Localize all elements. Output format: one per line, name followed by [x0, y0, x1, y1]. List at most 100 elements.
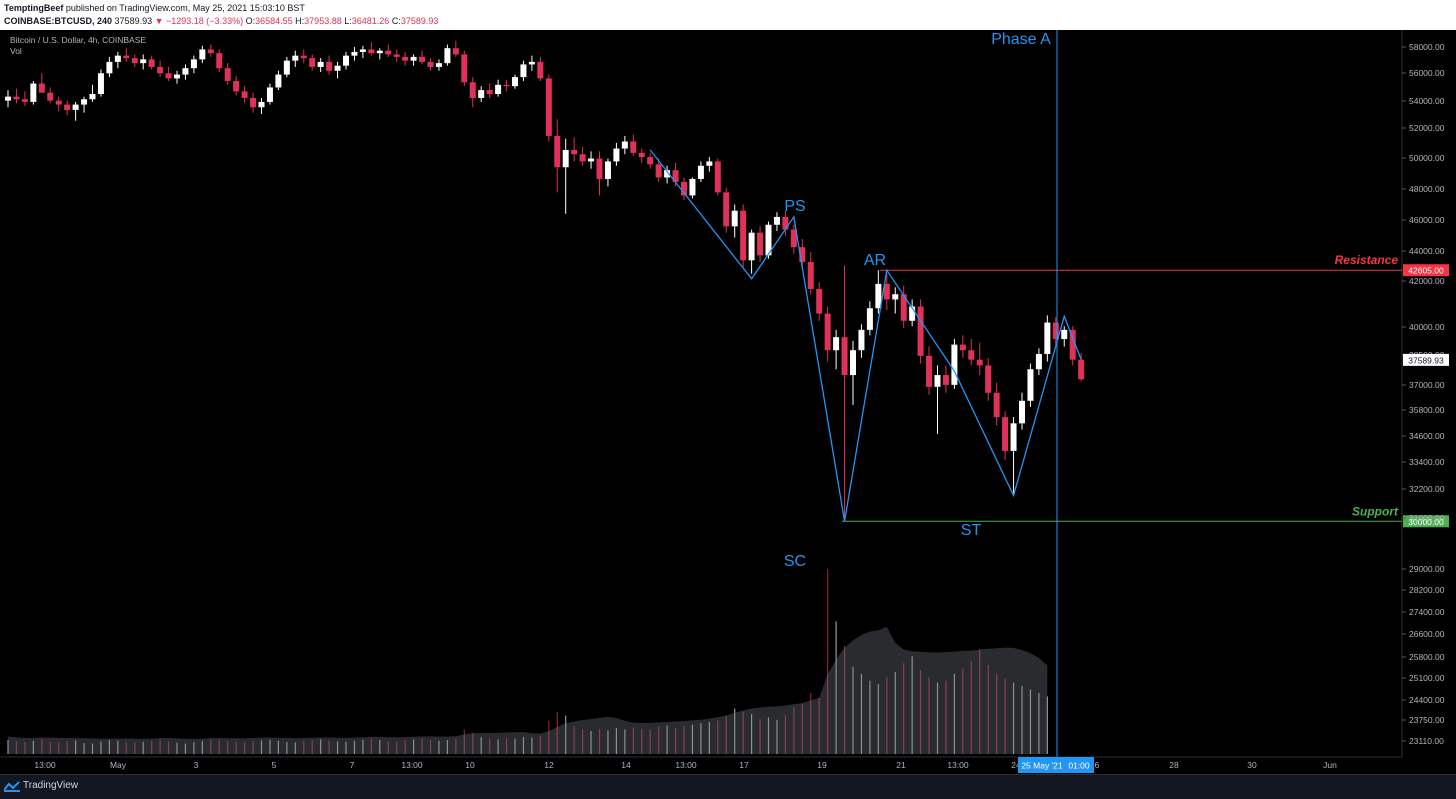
- candle-body: [934, 375, 941, 387]
- candle-body: [799, 247, 806, 262]
- volume-bar: [303, 741, 305, 754]
- volume-bar: [328, 740, 330, 754]
- volume-bar: [370, 738, 372, 754]
- candle-body: [604, 161, 611, 179]
- candle-body: [900, 294, 907, 321]
- volume-bar: [413, 739, 415, 754]
- volume-bar: [700, 723, 702, 754]
- volume-indicator-label[interactable]: Vol: [10, 46, 22, 56]
- chart-pane[interactable]: Resistance 42605.00 Support 30000.00 PS AR SC S…: [0, 30, 1456, 774]
- volume-bar: [32, 740, 34, 754]
- volume-bar: [159, 739, 161, 754]
- volume-bar: [708, 721, 710, 754]
- candle-body: [469, 82, 476, 98]
- candle-body: [275, 74, 282, 88]
- volume-bar: [531, 737, 533, 754]
- crosshair-time-label: 01:00: [1068, 761, 1090, 771]
- candle-body: [1035, 353, 1042, 370]
- volume-bar: [843, 645, 846, 754]
- volume-bar: [573, 726, 575, 754]
- time-tick-label: 7: [350, 760, 355, 770]
- time-tick-label: 30: [1247, 760, 1257, 770]
- candle-body: [816, 289, 823, 314]
- candle-body: [1044, 322, 1051, 354]
- candle-body: [782, 216, 789, 230]
- candle-body: [985, 365, 992, 393]
- volume-bar: [91, 743, 94, 754]
- price-tick-label: 34600.00: [1409, 431, 1445, 441]
- volume-bar: [565, 715, 567, 754]
- time-tick-label: 12: [544, 760, 554, 770]
- volume-bar: [945, 680, 947, 754]
- volume-bar: [641, 728, 643, 754]
- volume-bar: [725, 715, 727, 754]
- candle-body: [571, 149, 578, 155]
- candle-body: [1002, 417, 1009, 451]
- candle-body: [317, 61, 324, 67]
- candlesticks: [5, 40, 1085, 522]
- price-chart[interactable]: Resistance 42605.00 Support 30000.00 PS AR SC S…: [0, 30, 1456, 774]
- volume-ma-area: [8, 626, 1048, 754]
- volume-bar: [252, 741, 254, 754]
- high-value: 37953.88: [304, 16, 342, 26]
- price-tick-label: 27400.00: [1409, 607, 1445, 617]
- volume-bar: [962, 668, 964, 754]
- volume-bar: [497, 739, 499, 754]
- volume-bar: [979, 649, 981, 754]
- candle-body: [833, 337, 840, 351]
- volume-bar: [801, 703, 803, 754]
- volume-bars: [7, 569, 1048, 754]
- candle-body: [951, 344, 958, 385]
- candle-body: [359, 49, 366, 52]
- candle-body: [909, 306, 916, 321]
- volume-bar: [539, 735, 541, 754]
- candle-body: [1010, 423, 1017, 451]
- volume-bar: [15, 741, 18, 754]
- volume-bar: [277, 740, 279, 754]
- volume-bar: [717, 720, 719, 754]
- low-value: 36481.26: [351, 16, 390, 26]
- time-tick-label: 10: [465, 760, 475, 770]
- close-value: 37589.93: [400, 16, 439, 26]
- last-price: 37589.93: [114, 16, 153, 26]
- price-tick-label: 25100.00: [1409, 673, 1445, 683]
- candle-body: [402, 56, 409, 61]
- candle-body: [486, 90, 493, 94]
- candle-body: [1069, 329, 1076, 360]
- volume-bar: [463, 729, 465, 754]
- volume-bar: [210, 739, 212, 754]
- resistance-price-tag: [1403, 264, 1449, 277]
- author-name[interactable]: TemptingBeef: [4, 3, 64, 13]
- candle-body: [892, 294, 899, 300]
- price-tick-label: 25800.00: [1409, 652, 1445, 662]
- volume-bar: [742, 712, 744, 754]
- price-tick-label: 44000.00: [1409, 246, 1445, 256]
- candle-body: [114, 55, 121, 62]
- candle-body: [258, 101, 265, 108]
- tradingview-brand[interactable]: TradingView: [23, 780, 79, 791]
- volume-bar: [218, 740, 220, 754]
- candle-body: [773, 216, 780, 225]
- candle-body: [283, 60, 290, 75]
- candle-body: [757, 232, 764, 256]
- candle-body: [64, 104, 71, 110]
- volume-bar: [286, 742, 288, 754]
- candle-body: [461, 54, 468, 83]
- candle-body: [250, 97, 257, 108]
- volume-bar: [421, 738, 423, 754]
- candle-body: [452, 48, 459, 55]
- volume-bar: [227, 741, 229, 754]
- last-price-tag-value: 37589.93: [1408, 355, 1444, 365]
- candle-body: [554, 135, 561, 168]
- candle-body: [883, 283, 890, 300]
- volume-bar: [1012, 682, 1015, 754]
- volume-bar: [269, 739, 271, 754]
- volume-bar: [996, 673, 998, 754]
- volume-bar: [24, 742, 26, 754]
- volume-bar: [936, 682, 939, 754]
- candle-body: [182, 68, 189, 75]
- volume-bar: [7, 740, 9, 754]
- volume-bar: [987, 664, 989, 754]
- candle-body: [81, 99, 88, 105]
- price-tick-label: 37000.00: [1409, 380, 1445, 390]
